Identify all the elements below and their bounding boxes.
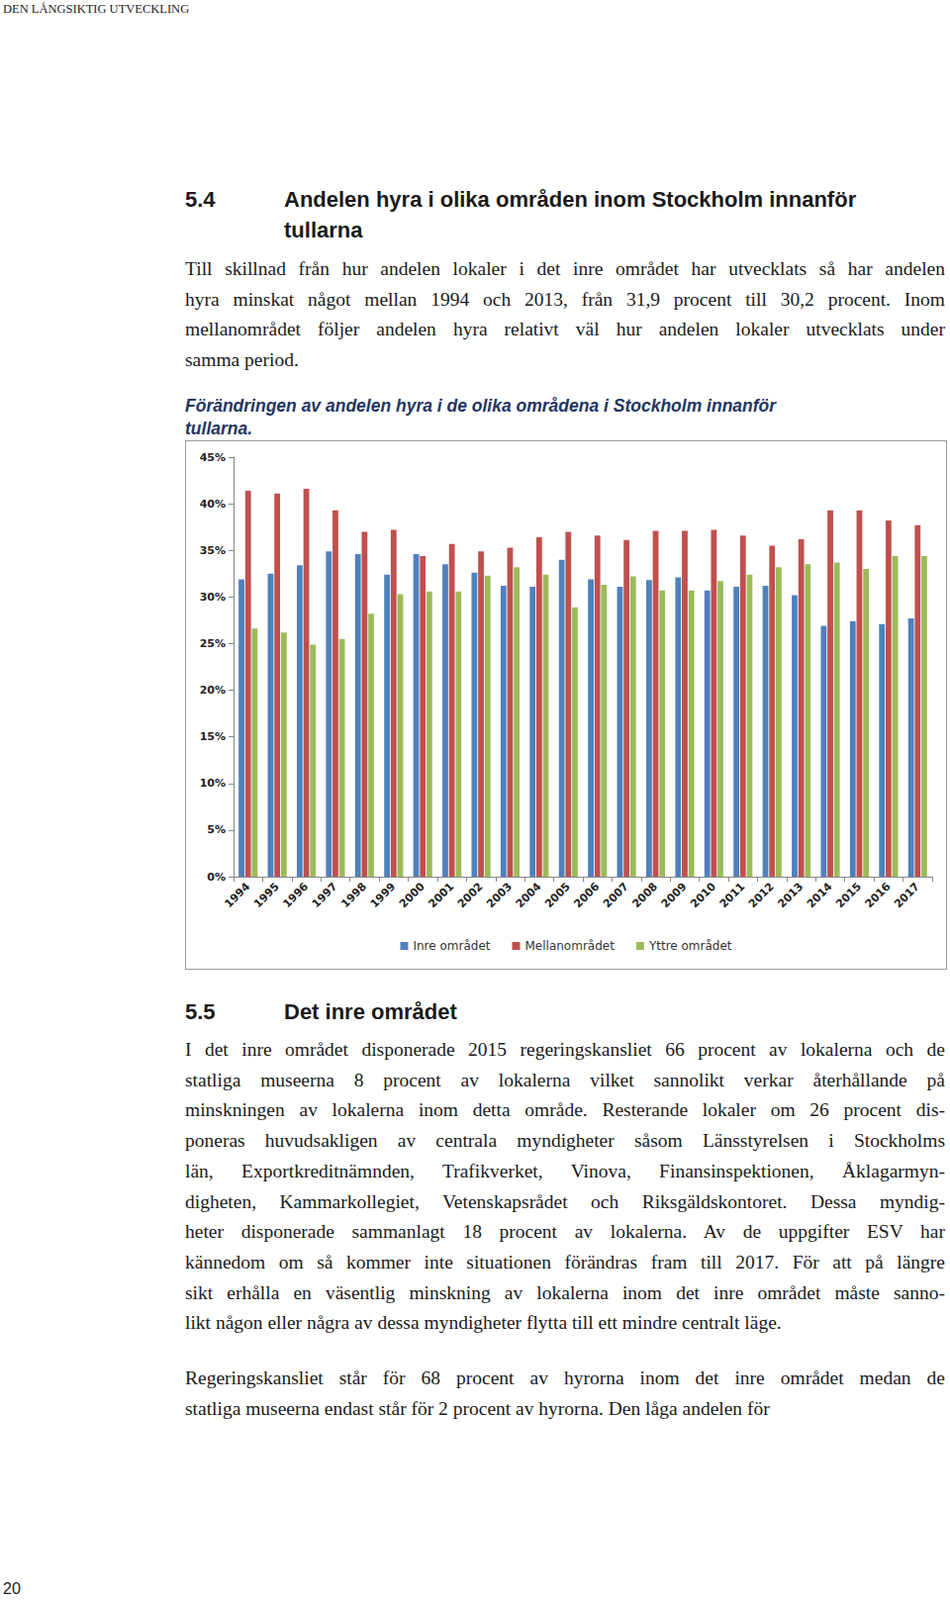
svg-text:2008: 2008 (629, 879, 661, 911)
html-text:Andelen hyra i olika områden i: Andelen hyra i olika områden inom Stockh… (284, 187, 857, 212)
html-text:heter disponerade sammanlagt 1: heter disponerade sammanlagt 18 procent … (185, 1221, 946, 1243)
html-text:5.5: 5.5 (185, 999, 216, 1025)
svg-text:2017: 2017 (891, 879, 923, 911)
svg-text:2011: 2011 (717, 879, 749, 911)
html-text:tullarna: tullarna (284, 217, 363, 243)
svg-text:2010: 2010 (687, 879, 719, 911)
svg-text:35%: 35% (199, 544, 226, 558)
html-text:Det inre området: Det inre området (284, 999, 457, 1025)
svg-text:Inre området: Inre området (412, 939, 490, 953)
svg-text:1999: 1999 (368, 879, 399, 911)
html-text:20: 20 (2, 1580, 21, 1598)
svg-text:2013: 2013 (774, 879, 806, 911)
html-text:hyra minskat något mellan 1994: hyra minskat något mellan 1994 och 2013,… (185, 288, 946, 310)
svg-text:2007: 2007 (600, 879, 632, 911)
html-text:likt någon eller några av dess: likt någon eller några av dessa myndighe… (185, 1312, 782, 1334)
svg-text:25%: 25% (199, 637, 226, 651)
svg-text:20%: 20% (199, 683, 226, 697)
svg-text:2000: 2000 (396, 879, 428, 911)
html-text:DEN LÅNGSIKTIG UTVECKLING: DEN LÅNGSIKTIG UTVECKLING (2, 1, 190, 16)
svg-text:2001: 2001 (425, 879, 457, 911)
svg-text:15%: 15% (199, 730, 226, 744)
html-text:län, Exportkreditnämnden, Traf: län, Exportkreditnämnden, Trafikverket, … (185, 1160, 946, 1182)
html-text:poneras huvudsakligen av centr: poneras huvudsakligen av centrala myndig… (185, 1130, 946, 1151)
html-text:kännedom om så kommer inte sit: kännedom om så kommer inte situationen f… (185, 1251, 946, 1273)
svg-text:2009: 2009 (659, 879, 690, 911)
html-text:statliga museerna endast står: statliga museerna endast står för 2 proc… (185, 1397, 770, 1419)
svg-text:Mellanområdet: Mellanområdet (525, 939, 616, 953)
html-text:5.4: 5.4 (185, 187, 216, 212)
svg-text:2004: 2004 (513, 879, 545, 911)
html-text:sikt erhålla en väsentlig mins: sikt erhålla en väsentlig minskning av l… (185, 1282, 946, 1303)
html-text:tullarna.: tullarna. (185, 418, 253, 438)
svg-text:Yttre området: Yttre området (648, 939, 733, 953)
svg-text:2006: 2006 (570, 879, 602, 911)
svg-text:45%: 45% (199, 451, 226, 465)
svg-text:2003: 2003 (483, 879, 515, 911)
svg-text:1997: 1997 (309, 879, 341, 911)
html-text:I det inre området disponerade: I det inre området disponerade 2015 rege… (185, 1039, 946, 1060)
html-text:samma period.: samma period. (185, 349, 299, 371)
svg-text:2005: 2005 (542, 879, 573, 911)
svg-text:40%: 40% (199, 497, 226, 511)
svg-text:0%: 0% (206, 870, 226, 884)
html-text:Förändringen av andelen hyra i: Förändringen av andelen hyra i de olika … (185, 395, 776, 416)
svg-text:2002: 2002 (455, 879, 486, 911)
html-text:statliga museerna 8 procent av: statliga museerna 8 procent av lokalerna… (185, 1069, 946, 1091)
svg-text:2012: 2012 (746, 879, 777, 911)
svg-text:1995: 1995 (251, 879, 283, 911)
svg-text:30%: 30% (199, 590, 226, 604)
html-text:minskningen av lokalerna inom: minskningen av lokalerna inom detta områ… (185, 1099, 946, 1121)
svg-text:1996: 1996 (280, 879, 311, 911)
html-text:mellanområdet följer andelen h: mellanområdet följer andelen hyra relati… (185, 319, 946, 340)
svg-text:5%: 5% (206, 823, 226, 837)
svg-text:2015: 2015 (833, 879, 864, 911)
svg-text:1994: 1994 (221, 879, 253, 911)
svg-text:2014: 2014 (804, 879, 836, 911)
svg-text:1998: 1998 (338, 879, 370, 911)
svg-text:10%: 10% (199, 776, 226, 790)
html-text:Regeringskansliet står för 68: Regeringskansliet står för 68 procent av… (185, 1367, 946, 1389)
html-text:digheten, Kammarkollegiet, Vet: digheten, Kammarkollegiet, Vetenskapsråd… (185, 1190, 946, 1212)
html-text:Till skillnad från hur andelen: Till skillnad från hur andelen lokaler i… (185, 258, 946, 280)
svg-text:2016: 2016 (862, 879, 894, 911)
